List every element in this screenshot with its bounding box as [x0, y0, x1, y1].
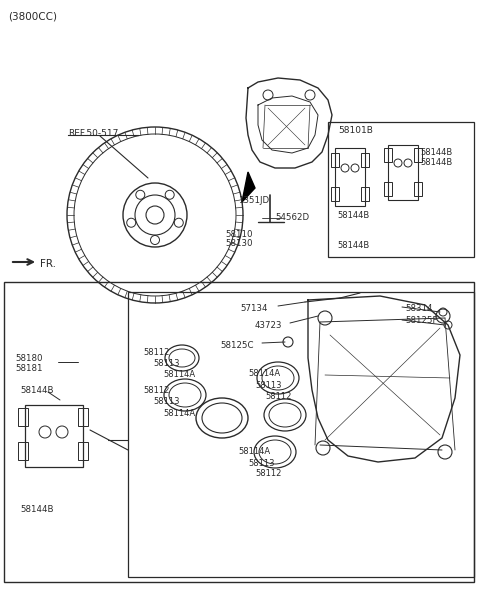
Text: 58125C: 58125C — [220, 340, 253, 349]
Text: 58144B: 58144B — [20, 385, 53, 395]
Bar — [78, 442, 88, 460]
Bar — [361, 153, 369, 167]
Text: 58125F: 58125F — [405, 316, 437, 325]
Bar — [414, 148, 422, 162]
Text: REF.50-517: REF.50-517 — [68, 128, 119, 137]
Text: 58113: 58113 — [153, 398, 180, 406]
Text: 58114A: 58114A — [248, 369, 280, 378]
Bar — [384, 182, 392, 196]
Bar — [361, 187, 369, 201]
Text: 58180: 58180 — [15, 353, 43, 362]
Text: 54562D: 54562D — [275, 213, 309, 221]
Bar — [128, 292, 474, 577]
Text: 58144B: 58144B — [337, 210, 369, 220]
Text: 58144B: 58144B — [420, 157, 452, 167]
Bar — [78, 408, 88, 426]
Text: FR.: FR. — [40, 259, 56, 269]
Bar — [331, 187, 339, 201]
Bar — [414, 182, 422, 196]
Text: 58114A: 58114A — [163, 369, 195, 379]
Text: 58144B: 58144B — [420, 147, 452, 157]
Text: 58314: 58314 — [405, 303, 432, 313]
Text: (3800CC): (3800CC) — [8, 11, 57, 21]
Text: 58144B: 58144B — [20, 505, 53, 515]
Text: 58113: 58113 — [248, 458, 275, 468]
Bar — [384, 148, 392, 162]
Bar — [25, 405, 83, 467]
Text: 1351JD: 1351JD — [238, 196, 269, 204]
Text: 58112: 58112 — [265, 392, 291, 401]
Text: 58112: 58112 — [143, 385, 169, 395]
Bar — [388, 145, 418, 200]
Bar — [328, 122, 474, 257]
Text: 58114A: 58114A — [163, 409, 195, 418]
Text: 58113: 58113 — [255, 380, 281, 389]
Bar — [331, 153, 339, 167]
Text: 58112: 58112 — [143, 348, 169, 356]
Polygon shape — [242, 172, 255, 202]
Text: 57134: 57134 — [240, 303, 267, 313]
Text: 58101B: 58101B — [338, 125, 373, 134]
Text: 58181: 58181 — [15, 363, 43, 372]
Bar — [18, 442, 28, 460]
Bar — [18, 408, 28, 426]
Bar — [4, 282, 474, 582]
Text: 58110: 58110 — [225, 230, 252, 239]
Text: 58114A: 58114A — [238, 448, 270, 456]
Text: 58113: 58113 — [153, 359, 180, 368]
Text: 43723: 43723 — [255, 320, 283, 329]
Text: 58130: 58130 — [225, 239, 252, 247]
Bar — [335, 148, 365, 206]
Text: 58112: 58112 — [255, 469, 281, 478]
Text: 58144B: 58144B — [337, 240, 369, 250]
